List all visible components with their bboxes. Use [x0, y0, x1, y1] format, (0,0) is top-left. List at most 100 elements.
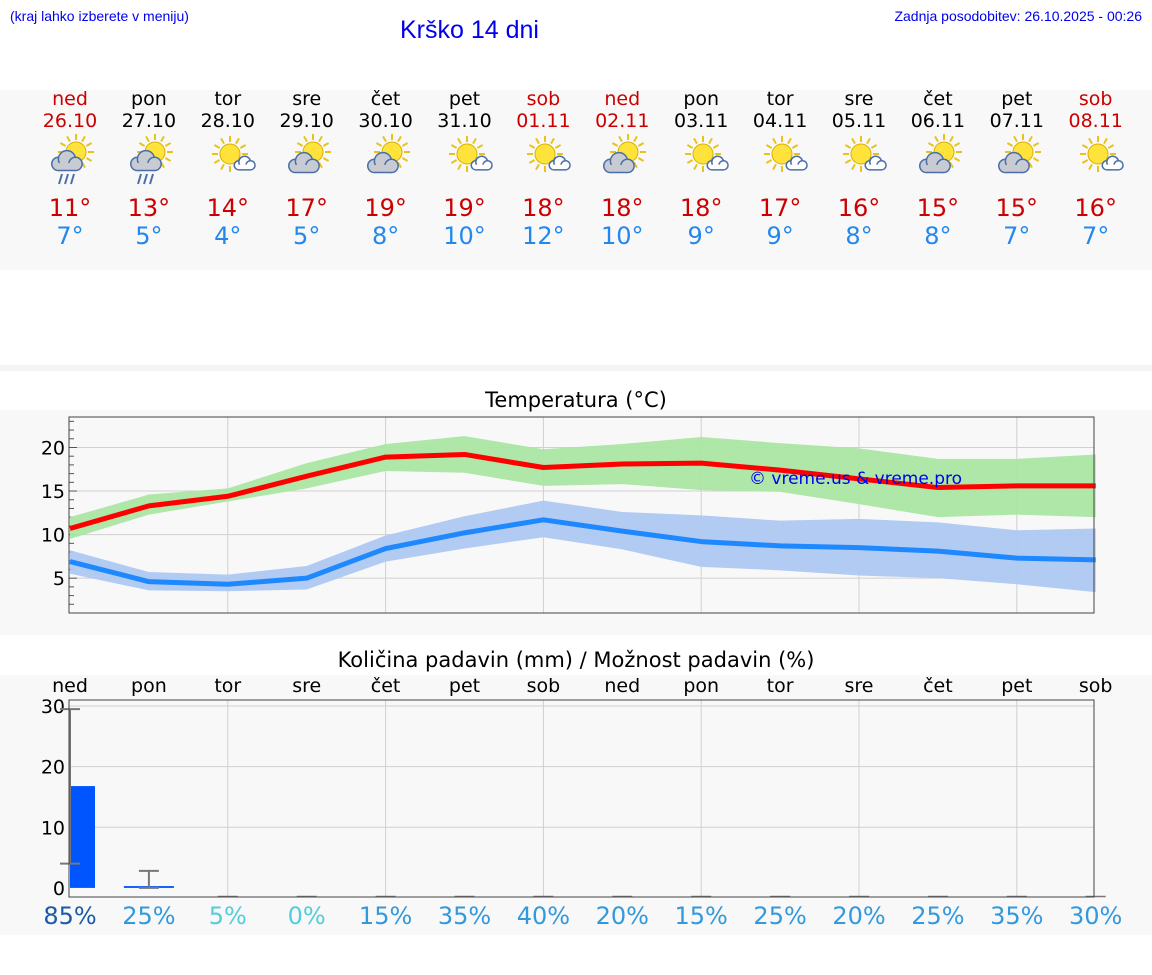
- min-temp: 12°: [522, 222, 565, 250]
- cloud-icon: [129, 149, 162, 172]
- x-tick-label: ned: [604, 675, 640, 697]
- day-name: sob: [1078, 88, 1113, 110]
- weather-icon-slot: [346, 132, 425, 194]
- day-name: pet: [1001, 88, 1033, 110]
- day-name: tor: [214, 88, 242, 110]
- precipitation-chance: 35%: [437, 902, 492, 930]
- sun-icon: [294, 134, 331, 170]
- weather-icon-slot: [188, 132, 267, 194]
- day-name: sre: [844, 88, 874, 110]
- max-temp: 16°: [837, 194, 881, 222]
- plot-frame: [68, 416, 1095, 614]
- cloud-icon: [366, 151, 399, 174]
- sun-cloud-icon: [918, 134, 962, 174]
- x-tick-label: tor: [767, 675, 794, 697]
- max-temp: 15°: [916, 194, 960, 222]
- precipitation-chance: 0%: [287, 902, 326, 930]
- max-temp: 17°: [758, 194, 802, 222]
- max-temp-line: [69, 451, 1096, 531]
- min-temp: 10°: [601, 222, 644, 250]
- sun-icon: [448, 136, 485, 172]
- day-date: 03.11: [673, 110, 729, 132]
- sun-icon: [685, 136, 722, 172]
- sun-small-cloud-icon: [211, 136, 256, 172]
- max-temp: 18°: [679, 194, 723, 222]
- precipitation-chance: 40%: [516, 902, 571, 930]
- day-date: 05.11: [831, 110, 887, 132]
- precipitation-chance: 5%: [208, 902, 247, 930]
- max-temp: 19°: [364, 194, 407, 222]
- max-temp: 18°: [601, 194, 644, 222]
- weather-icon-slot: [31, 132, 110, 194]
- weather-icon-slot: [820, 132, 899, 194]
- cloud-icon: [864, 155, 887, 171]
- precipitation-chance: 25%: [911, 902, 965, 930]
- precipitation-chance: 20%: [832, 902, 886, 930]
- day-name: tor: [766, 88, 794, 110]
- min-temp: 9°: [687, 222, 715, 250]
- max-temp: 19°: [443, 194, 486, 222]
- day-date: 31.10: [437, 110, 492, 132]
- min-temp: 5°: [293, 222, 321, 250]
- max-temp: 17°: [285, 194, 328, 222]
- sun-cloud-icon: [603, 134, 647, 174]
- max-temp-range-band: [70, 436, 1096, 539]
- sun-icon: [610, 134, 647, 170]
- max-temp: 16°: [1074, 194, 1117, 222]
- day-date: 01.11: [516, 110, 571, 132]
- weather-icon-slot: [504, 132, 583, 194]
- x-tick-label: sob: [1079, 675, 1113, 697]
- sun-cloud-rain-icon: [51, 134, 94, 185]
- cloud-icon: [918, 151, 951, 174]
- day-date: 28.10: [200, 110, 255, 132]
- weather-icon-slot: [898, 132, 977, 194]
- min-temp: 4°: [214, 222, 242, 250]
- cloud-icon: [785, 155, 808, 171]
- x-tick-label: čet: [923, 675, 953, 697]
- max-temp: 18°: [522, 194, 565, 222]
- precipitation-chance: 85%: [43, 902, 97, 930]
- day-name: sre: [292, 88, 322, 110]
- day-date: 26.10: [42, 110, 98, 132]
- sun-icon: [527, 136, 564, 172]
- sun-small-cloud-icon: [843, 136, 887, 172]
- location-hint: (kraj lahko izberete v meniju): [10, 8, 189, 24]
- day-name: pet: [448, 88, 481, 110]
- sun-small-cloud-icon: [448, 136, 493, 172]
- precipitation-chance: 25%: [122, 902, 176, 930]
- precipitation-chance: 30%: [1069, 902, 1123, 930]
- x-tick-label: pon: [131, 675, 167, 697]
- rain-icon: [58, 173, 75, 185]
- precipitation-chance: 35%: [990, 902, 1044, 930]
- day-column: ned 26.10 11° 7°: [31, 88, 110, 250]
- precipitation-chance: 15%: [674, 902, 728, 930]
- day-date: 29.10: [279, 110, 334, 132]
- day-name: ned: [52, 88, 88, 110]
- min-temp: 8°: [371, 222, 400, 250]
- min-temp: 10°: [443, 222, 486, 250]
- sun-small-cloud-icon: [764, 136, 808, 172]
- day-column: tor 04.11 17° 9°: [741, 88, 820, 250]
- day-column: čet 06.11 15° 8°: [898, 88, 977, 250]
- y-tick-label: 10: [41, 817, 65, 839]
- max-temp: 11°: [48, 194, 92, 222]
- day-date: 04.11: [752, 110, 808, 132]
- day-column: ned 02.11 18° 10°: [583, 88, 662, 250]
- sun-cloud-icon: [287, 134, 331, 174]
- plot-area: [69, 700, 1094, 897]
- sun-small-cloud-icon: [1079, 136, 1124, 172]
- day-column: pet 07.11 15° 7°: [977, 88, 1056, 250]
- max-temp: 15°: [995, 194, 1039, 222]
- day-date: 02.11: [595, 110, 650, 132]
- weather-icon-slot: [425, 132, 504, 194]
- precipitation-chart-title: Količina padavin (mm) / Možnost padavin …: [337, 648, 815, 672]
- precipitation-chance: 25%: [753, 902, 807, 930]
- day-date: 06.11: [910, 110, 966, 132]
- day-column: tor 28.10 14° 4°: [188, 88, 267, 250]
- weather-icon-slot: [1056, 132, 1135, 194]
- watermark: © vreme.us & vreme.pro: [749, 469, 962, 489]
- day-column: čet 30.10 19° 8°: [346, 88, 425, 250]
- sun-cloud-icon: [997, 134, 1041, 174]
- weather-icon-slot: [977, 132, 1056, 194]
